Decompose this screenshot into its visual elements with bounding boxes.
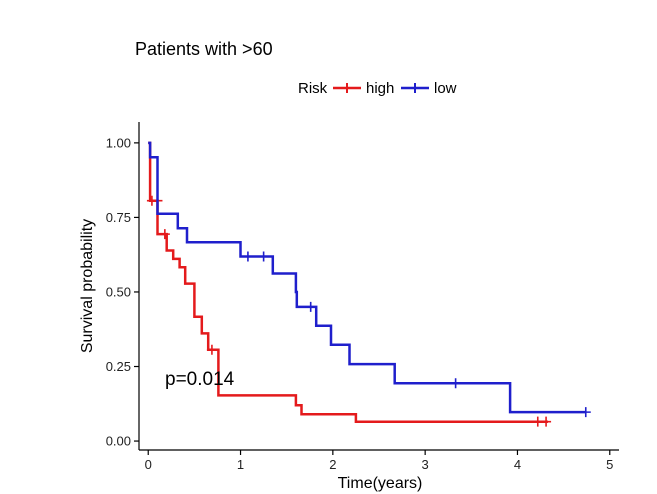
legend-low-label: low bbox=[434, 80, 457, 97]
plot-area bbox=[146, 141, 591, 427]
legend: Risk high low bbox=[298, 80, 457, 97]
censor-mark-low bbox=[305, 301, 316, 312]
y-axis-ticks: 0.00 0.25 0.50 0.75 1.00 bbox=[106, 135, 139, 449]
x-tick-label: 4 bbox=[514, 457, 521, 472]
axes bbox=[138, 122, 619, 451]
censor-mark-low bbox=[258, 251, 269, 262]
x-axis-title: Time(years) bbox=[338, 475, 423, 492]
x-tick-label: 3 bbox=[422, 457, 429, 472]
censor-mark-low bbox=[450, 378, 461, 389]
p-value-annotation: p=0.014 bbox=[165, 369, 235, 390]
censor-mark-low bbox=[580, 407, 591, 418]
legend-title: Risk bbox=[298, 80, 328, 97]
legend-high-label: high bbox=[366, 80, 394, 97]
censor-mark-high bbox=[541, 416, 552, 427]
x-tick-label: 5 bbox=[606, 457, 613, 472]
x-axis-ticks: 0 1 2 3 4 5 bbox=[145, 450, 613, 472]
y-tick-label: 0.75 bbox=[106, 210, 131, 225]
censor-mark-high bbox=[206, 344, 217, 355]
survival-curve-low bbox=[148, 141, 586, 414]
x-tick-label: 0 bbox=[145, 457, 152, 472]
y-tick-label: 0.25 bbox=[106, 359, 131, 374]
y-tick-label: 1.00 bbox=[106, 135, 131, 150]
censor-mark-low bbox=[242, 251, 253, 262]
legend-item-low: low bbox=[401, 80, 457, 97]
x-tick-label: 2 bbox=[329, 457, 336, 472]
x-tick-label: 1 bbox=[237, 457, 244, 472]
censor-mark-high bbox=[159, 229, 170, 240]
y-axis-title: Survival probability bbox=[79, 219, 96, 353]
legend-item-high: high bbox=[333, 80, 394, 97]
chart-title: Patients with >60 bbox=[135, 39, 273, 59]
y-tick-label: 0.50 bbox=[106, 284, 131, 299]
y-tick-label: 0.00 bbox=[106, 434, 131, 449]
